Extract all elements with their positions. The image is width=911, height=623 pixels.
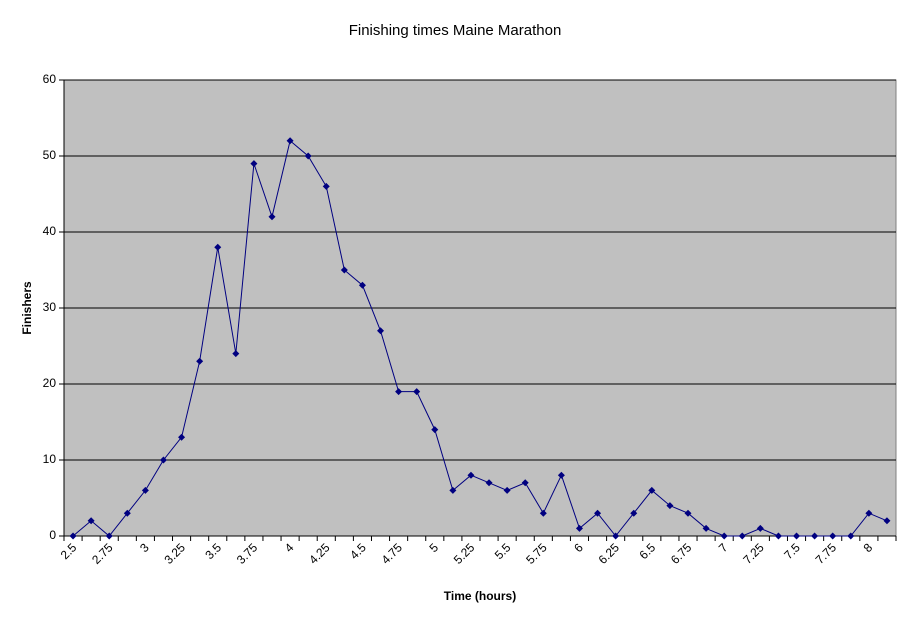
data-marker [304, 152, 312, 160]
data-marker [87, 517, 95, 525]
chart-title: Finishing times Maine Marathon [349, 22, 562, 39]
data-marker [413, 388, 421, 396]
data-marker [105, 532, 113, 540]
data-marker [449, 486, 457, 494]
data-marker [358, 281, 366, 289]
data-marker [793, 532, 801, 540]
data-marker [883, 517, 891, 525]
data-line [72, 139, 888, 537]
data-marker [178, 433, 186, 441]
x-tick-label: 5.75 [523, 540, 550, 567]
data-marker [612, 532, 620, 540]
data-marker [811, 532, 819, 540]
x-tick-label: 3 [137, 540, 152, 555]
data-marker [485, 479, 493, 487]
x-tick-label: 3.5 [202, 540, 224, 562]
data-marker [575, 524, 583, 532]
x-tick-label: 6.25 [596, 540, 623, 567]
x-tick-label: 6.75 [668, 540, 695, 567]
x-tick-label: 4.25 [306, 540, 333, 567]
data-marker [847, 532, 855, 540]
data-marker [829, 532, 837, 540]
y-tick-label: 30 [43, 300, 57, 314]
x-axis-title: Time (hours) [444, 589, 516, 603]
data-marker [756, 524, 764, 532]
data-marker [666, 502, 674, 510]
x-tick-label: 6 [571, 540, 586, 555]
data-marker [503, 486, 511, 494]
data-marker [322, 182, 330, 190]
x-tick-label: 7.75 [813, 540, 840, 567]
data-marker [340, 266, 348, 274]
x-tick-label: 4.5 [347, 540, 369, 562]
data-marker [377, 327, 385, 335]
data-marker [250, 160, 258, 168]
y-tick-label: 20 [43, 376, 57, 390]
data-marker [232, 350, 240, 358]
data-marker [630, 509, 638, 517]
data-marker [539, 509, 547, 517]
data-marker [521, 479, 529, 487]
x-tick-label: 5.5 [492, 540, 514, 562]
data-marker [196, 357, 204, 365]
data-marker [702, 524, 710, 532]
x-tick-label: 8 [861, 540, 876, 555]
y-tick-label: 10 [43, 452, 57, 466]
x-tick-label: 6.5 [636, 540, 658, 562]
y-axis-title: Finishers [20, 281, 34, 335]
data-marker [738, 532, 746, 540]
data-marker [648, 486, 656, 494]
data-marker [69, 532, 77, 540]
x-tick-label: 4.75 [379, 540, 406, 567]
data-marker [431, 426, 439, 434]
x-tick-label: 7 [716, 540, 731, 555]
x-tick-label: 7.25 [740, 540, 767, 567]
data-marker [123, 509, 131, 517]
data-marker [594, 509, 602, 517]
x-tick-label: 5 [427, 540, 442, 555]
data-marker [159, 456, 167, 464]
data-marker [286, 137, 294, 145]
x-tick-label: 4 [282, 540, 297, 555]
data-marker [395, 388, 403, 396]
y-tick-label: 40 [43, 224, 57, 238]
data-marker [865, 509, 873, 517]
y-tick-label: 50 [43, 148, 57, 162]
x-tick-label: 3.25 [162, 540, 189, 567]
x-tick-label: 3.75 [234, 540, 261, 567]
data-marker [557, 471, 565, 479]
data-marker [268, 213, 276, 221]
data-marker [214, 243, 222, 251]
data-marker [684, 509, 692, 517]
x-tick-label: 7.5 [781, 540, 803, 562]
y-tick-label: 0 [49, 528, 56, 542]
data-marker [720, 532, 728, 540]
y-tick-label: 60 [43, 72, 57, 86]
data-marker [141, 486, 149, 494]
x-tick-label: 5.25 [451, 540, 478, 567]
x-tick-label: 2.75 [89, 540, 116, 567]
data-marker [467, 471, 475, 479]
x-tick-label: 2.5 [58, 540, 80, 562]
data-marker [774, 532, 782, 540]
